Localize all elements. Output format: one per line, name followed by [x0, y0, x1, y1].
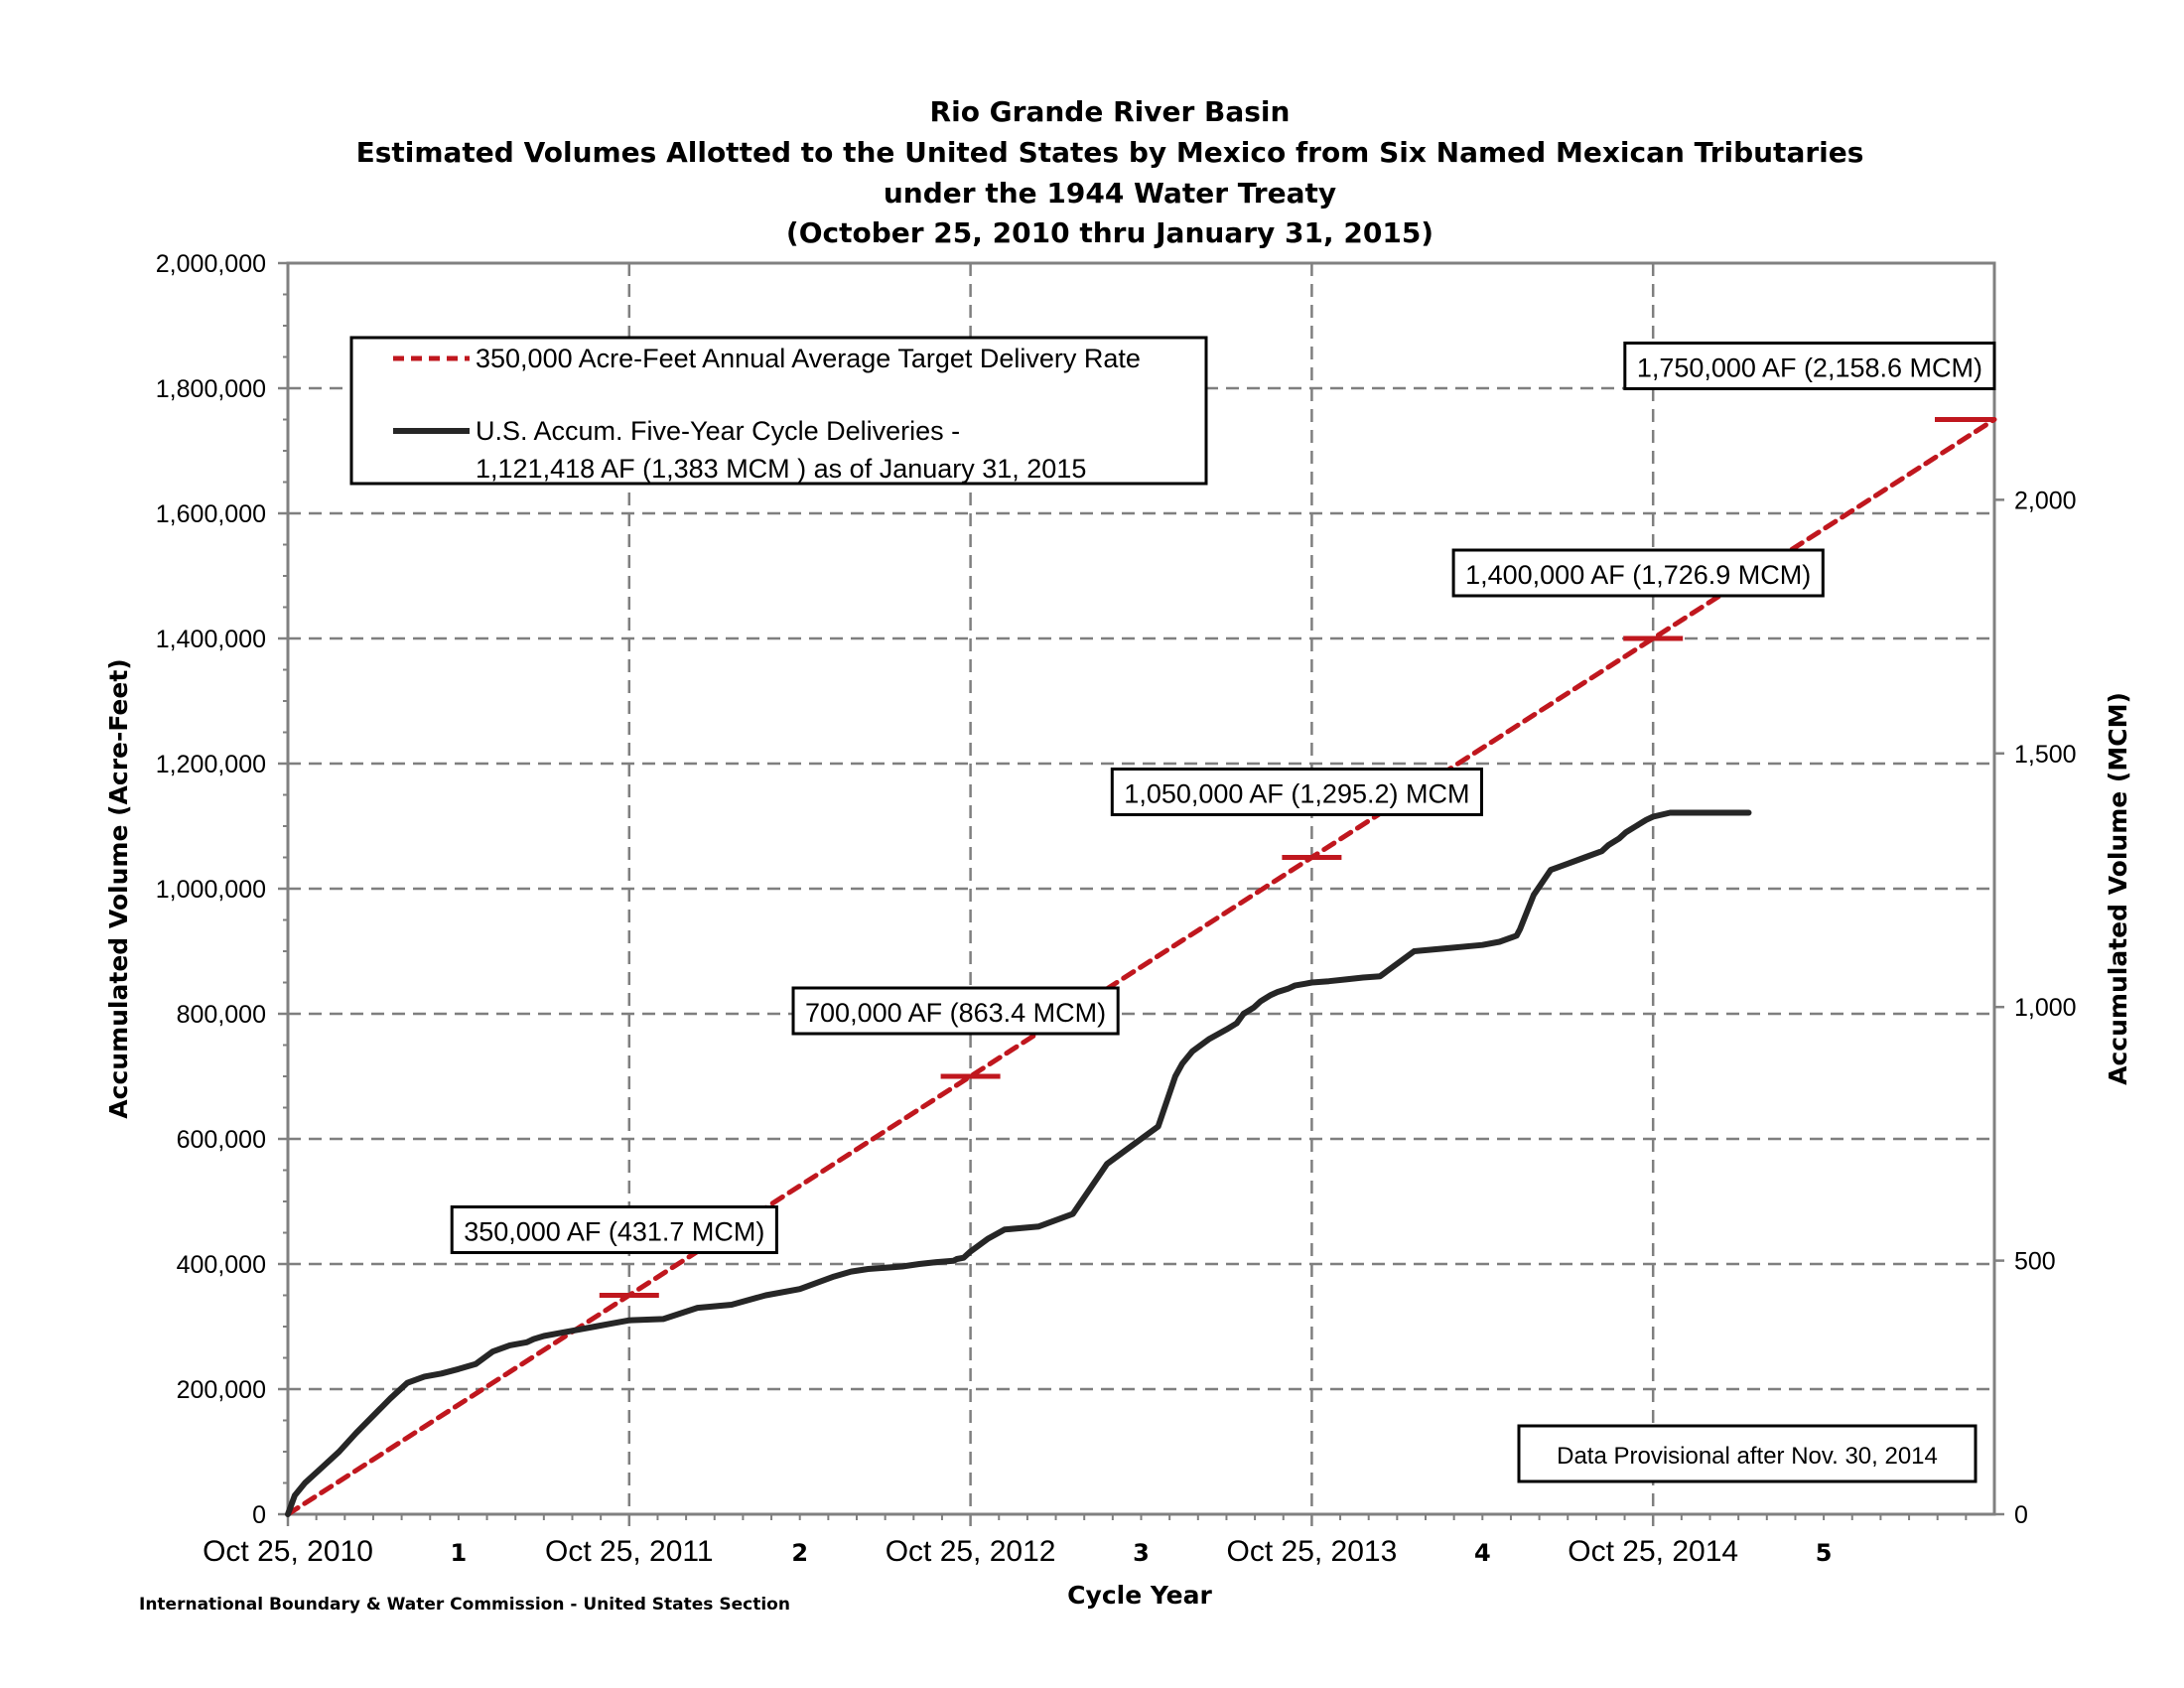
- title-line-3: under the 1944 Water Treaty: [884, 177, 1336, 210]
- provisional-box: [1517, 1424, 1978, 1483]
- y-tick-label: 1,400,000: [156, 626, 266, 653]
- y-tick-label: 1,000,000: [156, 876, 266, 904]
- x-tick-label: Oct 25, 2013: [1227, 1535, 1398, 1568]
- y-right-tick-label: 500: [2014, 1248, 2056, 1276]
- x-tick-label: Oct 25, 2011: [545, 1535, 714, 1568]
- target-label: 1,750,000 AF (2,158.6 MCM): [1637, 353, 1982, 383]
- y-tick-label: 1,200,000: [156, 751, 266, 778]
- target-label: 1,400,000 AF (1,726.9 MCM): [1465, 560, 1811, 590]
- y-tick-label: 1,600,000: [156, 500, 266, 528]
- series-layer: [285, 417, 1997, 1517]
- provisional-note: Data Provisional after Nov. 30, 2014: [1517, 1424, 1978, 1483]
- chart-title: Rio Grande River Basin Estimated Volumes…: [356, 95, 1864, 249]
- gridlines: [288, 263, 1994, 1514]
- target-label-box: [450, 1205, 778, 1254]
- y-right-tick-label: 1,000: [2014, 994, 2077, 1022]
- target-label-box: [1623, 342, 1996, 390]
- y-tick-label: 800,000: [177, 1001, 266, 1029]
- legend: 350,000 Acre-Feet Annual Average Target …: [349, 336, 1208, 486]
- title-line-2: Estimated Volumes Allotted to the United…: [356, 136, 1864, 169]
- y-axis-right: 0 500 1,000 1,500 2,000: [1994, 487, 2077, 1529]
- y-tick-label: 200,000: [177, 1376, 266, 1404]
- provisional-text: Data Provisional after Nov. 30, 2014: [1557, 1443, 1938, 1470]
- footer-source: International Boundary & Water Commissio…: [139, 1595, 790, 1615]
- legend-label-actual-2: 1,121,418 AF (1,383 MCM ) as of January …: [476, 454, 1086, 484]
- cycle-labels: 1 2 3 4 5: [451, 1539, 1833, 1567]
- legend-label-actual-1: U.S. Accum. Five-Year Cycle Deliveries -: [476, 416, 960, 446]
- x-tick-label: Oct 25, 2014: [1568, 1535, 1738, 1568]
- y-tick-label: 1,800,000: [156, 375, 266, 403]
- y-axis-title: Accumulated Volume (Acre-Feet): [104, 658, 133, 1118]
- cycle-label: 3: [1133, 1539, 1150, 1567]
- y-axis-left: 0 200,000 400,000 600,000 800,000 1,000,000 1,…: [156, 250, 288, 1529]
- target-label-box: [1451, 548, 1825, 598]
- y-tick-label: 400,000: [177, 1251, 266, 1279]
- legend-box: [349, 336, 1208, 486]
- target-label-box: [791, 986, 1120, 1036]
- y-right-tick-label: 1,500: [2014, 741, 2077, 769]
- cycle-label: 1: [451, 1539, 468, 1567]
- x-tick-label: Oct 25, 2010: [203, 1535, 373, 1568]
- y-right-tick-label: 2,000: [2014, 487, 2077, 514]
- y-tick-label: 2,000,000: [156, 250, 266, 278]
- target-label: 1,050,000 AF (1,295.2) MCM: [1124, 779, 1469, 809]
- y-right-tick-label: 0: [2014, 1501, 2028, 1529]
- title-line-1: Rio Grande River Basin: [930, 95, 1291, 128]
- y-tick-label: 0: [252, 1501, 266, 1529]
- cycle-label: 4: [1474, 1539, 1491, 1567]
- x-axis: Oct 25, 2010 Oct 25, 2011 Oct 25, 2012 Oct …: [203, 1514, 1968, 1568]
- x-axis-title: Cycle Year: [1067, 1581, 1212, 1610]
- y-tick-label: 600,000: [177, 1126, 266, 1154]
- target-label: 350,000 AF (431.7 MCM): [464, 1217, 764, 1247]
- target-label: 700,000 AF (863.4 MCM): [805, 998, 1106, 1028]
- legend-label-target: 350,000 Acre-Feet Annual Average Target …: [476, 344, 1141, 373]
- x-tick-label: Oct 25, 2012: [886, 1535, 1056, 1568]
- title-line-4: (October 25, 2010 thru January 31, 2015): [786, 216, 1433, 249]
- target-markers: 350,000 AF (431.7 MCM) 700,000 AF (863.4 …: [450, 342, 1996, 1298]
- cycle-label: 5: [1816, 1539, 1833, 1567]
- actual-deliveries-line: [285, 809, 1752, 1517]
- target-label-box: [1110, 768, 1483, 816]
- y-axis-right-title: Accumulated Volume (MCM): [2104, 692, 2132, 1085]
- cycle-label: 2: [791, 1539, 808, 1567]
